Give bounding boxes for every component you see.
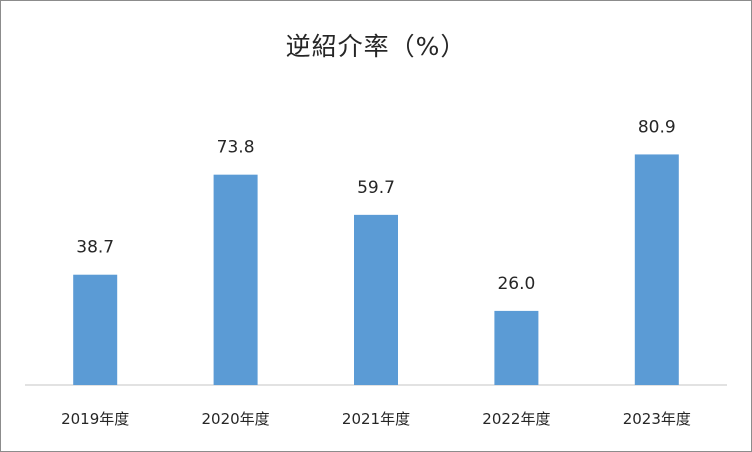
data-label-2: 59.7: [357, 178, 395, 198]
x-tick-label-3: 2022年度: [482, 410, 550, 428]
bar-1: [213, 174, 258, 385]
data-label-0: 38.7: [76, 238, 114, 258]
x-tick-label-1: 2020年度: [202, 410, 270, 428]
bar-3: [494, 310, 539, 385]
bar-4: [634, 154, 679, 385]
chart-title: 逆紹介率（%）: [285, 32, 467, 61]
bar-0: [73, 274, 118, 385]
data-label-3: 26.0: [497, 274, 535, 294]
x-tick-label-0: 2019年度: [61, 410, 129, 428]
data-label-1: 73.8: [217, 138, 255, 158]
x-tick-label-2: 2021年度: [342, 410, 410, 428]
bar-2: [354, 214, 398, 385]
x-tick-label-4: 2023年度: [623, 410, 691, 428]
data-label-4: 80.9: [638, 117, 676, 137]
